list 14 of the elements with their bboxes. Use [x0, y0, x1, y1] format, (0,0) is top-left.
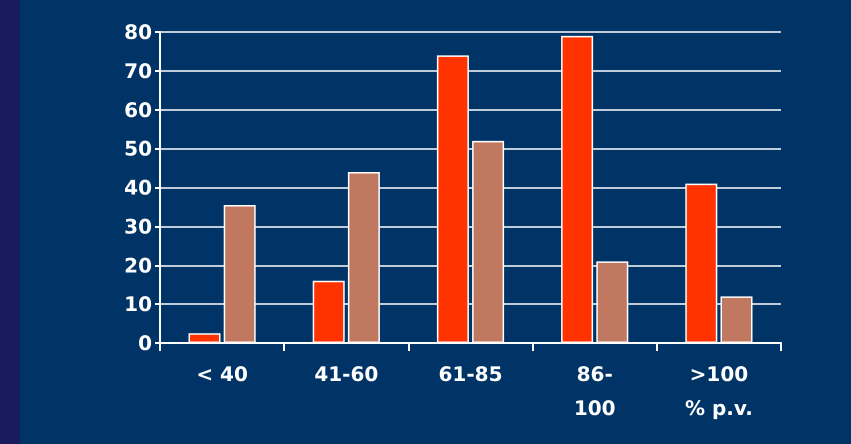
x-tick-label: 61-85	[438, 362, 502, 386]
y-tick-label: 40	[124, 176, 152, 200]
y-tick-label: 0	[138, 331, 152, 355]
x-tick-label: < 40	[196, 362, 248, 386]
y-tick-label: 70	[124, 58, 152, 83]
y-tick-label: 20	[124, 253, 152, 278]
y-tick-label: 10	[124, 292, 152, 316]
x-tick-label: >100 % p.v.	[684, 362, 753, 420]
y-tick-label: 80	[124, 20, 152, 44]
y-tick-label: 50	[124, 136, 152, 161]
x-tick-label: 86- 100	[574, 362, 616, 420]
y-tick-label: 60	[124, 98, 152, 122]
x-tick-label: 41-60	[314, 362, 378, 386]
y-tick-label: 30	[124, 214, 152, 238]
